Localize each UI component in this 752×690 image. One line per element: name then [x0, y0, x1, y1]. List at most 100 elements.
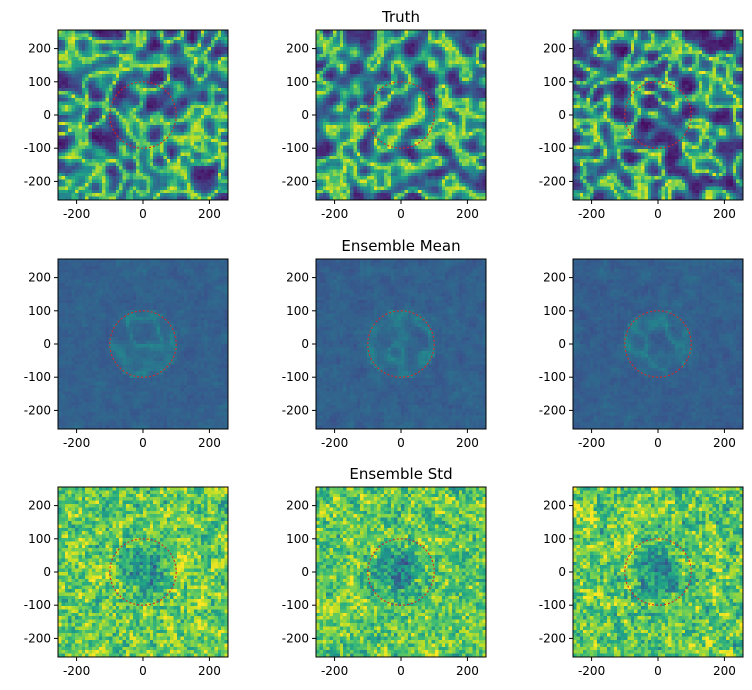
heatmap-cell: [469, 95, 473, 99]
heatmap-cell: [438, 176, 442, 180]
heatmap-cell: [85, 146, 89, 150]
heatmap-cell: [82, 54, 86, 58]
heatmap-cell: [133, 108, 137, 112]
heatmap-cell: [180, 64, 184, 68]
heatmap-cell: [89, 146, 93, 150]
heatmap-cell: [404, 193, 408, 197]
heatmap-cell: [85, 74, 89, 78]
heatmap-cell: [153, 112, 157, 116]
heatmap-cell: [404, 84, 408, 88]
heatmap-cell: [418, 146, 422, 150]
heatmap-cell: [170, 74, 174, 78]
heatmap-cell: [462, 78, 466, 82]
heatmap-cell: [330, 101, 334, 105]
heatmap-cell: [343, 159, 347, 163]
heatmap-cell: [367, 169, 371, 173]
heatmap-cell: [116, 159, 120, 163]
heatmap-cell: [353, 37, 357, 41]
heatmap-cell: [187, 125, 191, 129]
heatmap-cell: [449, 166, 453, 170]
heatmap-cell: [204, 81, 208, 85]
heatmap-cell: [201, 81, 205, 85]
heatmap-cell: [197, 108, 201, 112]
heatmap-cell: [476, 139, 480, 143]
heatmap-cell: [177, 57, 181, 61]
heatmap-cell: [153, 98, 157, 102]
heatmap-cell: [112, 84, 116, 88]
heatmap-cell: [435, 91, 439, 95]
heatmap-cell: [197, 95, 201, 99]
heatmap-cell: [214, 186, 218, 190]
heatmap-cell: [65, 163, 69, 167]
heatmap-cell: [411, 67, 415, 71]
heatmap-cell: [191, 57, 195, 61]
heatmap-cell: [140, 78, 144, 82]
heatmap-cell: [129, 166, 133, 170]
heatmap-cell: [61, 176, 65, 180]
heatmap-cell: [459, 98, 463, 102]
heatmap-cell: [221, 108, 225, 112]
heatmap-cell: [109, 146, 113, 150]
heatmap-cell: [364, 81, 368, 85]
heatmap-cell: [326, 61, 330, 65]
heatmap-cell: [333, 40, 337, 44]
heatmap-cell: [123, 118, 127, 122]
heatmap-cell: [129, 98, 133, 102]
heatmap-cell: [428, 149, 432, 153]
heatmap-cell: [428, 37, 432, 41]
heatmap-cell: [326, 98, 330, 102]
heatmap-cell: [394, 40, 398, 44]
heatmap-cell: [214, 156, 218, 160]
heatmap-cell: [201, 142, 205, 146]
heatmap-cell: [428, 163, 432, 167]
heatmap-cell: [211, 67, 215, 71]
heatmap-cell: [78, 152, 82, 156]
heatmap-cell: [102, 44, 106, 48]
heatmap-cell: [418, 40, 422, 44]
heatmap-cell: [398, 91, 402, 95]
heatmap-cell: [99, 30, 103, 34]
heatmap-cell: [204, 135, 208, 139]
heatmap-cell: [82, 118, 86, 122]
heatmap-cell: [472, 159, 476, 163]
heatmap-cell: [106, 67, 110, 71]
heatmap-cell: [129, 163, 133, 167]
heatmap-cell: [462, 125, 466, 129]
heatmap-cell: [143, 193, 147, 197]
heatmap-cell: [408, 64, 412, 68]
heatmap-cell: [214, 88, 218, 92]
heatmap-cell: [357, 163, 361, 167]
heatmap-cell: [367, 78, 371, 82]
heatmap-cell: [204, 149, 208, 153]
heatmap-cell: [170, 64, 174, 68]
heatmap-cell: [112, 37, 116, 41]
heatmap-cell: [99, 105, 103, 109]
heatmap-cell: [65, 74, 69, 78]
heatmap-cell: [462, 193, 466, 197]
heatmap-cell: [323, 44, 327, 48]
heatmap-cell: [401, 112, 405, 116]
heatmap-cell: [140, 105, 144, 109]
heatmap-cell: [150, 125, 154, 129]
heatmap-cell: [438, 33, 442, 37]
heatmap-cell: [116, 98, 120, 102]
heatmap-cell: [370, 74, 374, 78]
heatmap-cell: [58, 57, 62, 61]
heatmap-cell: [129, 105, 133, 109]
heatmap-cell: [319, 105, 323, 109]
heatmap-cell: [347, 95, 351, 99]
heatmap-cell: [146, 159, 150, 163]
heatmap-cell: [58, 183, 62, 187]
heatmap-cell: [462, 105, 466, 109]
heatmap-cell: [357, 183, 361, 187]
heatmap-cell: [106, 44, 110, 48]
heatmap-cell: [449, 105, 453, 109]
heatmap-cell: [140, 64, 144, 68]
heatmap-cell: [398, 30, 402, 34]
heatmap-cell: [374, 173, 378, 177]
heatmap-cell: [333, 105, 337, 109]
heatmap-cell: [89, 186, 93, 190]
heatmap-cell: [316, 101, 320, 105]
heatmap-cell: [438, 135, 442, 139]
heatmap-cell: [411, 190, 415, 194]
